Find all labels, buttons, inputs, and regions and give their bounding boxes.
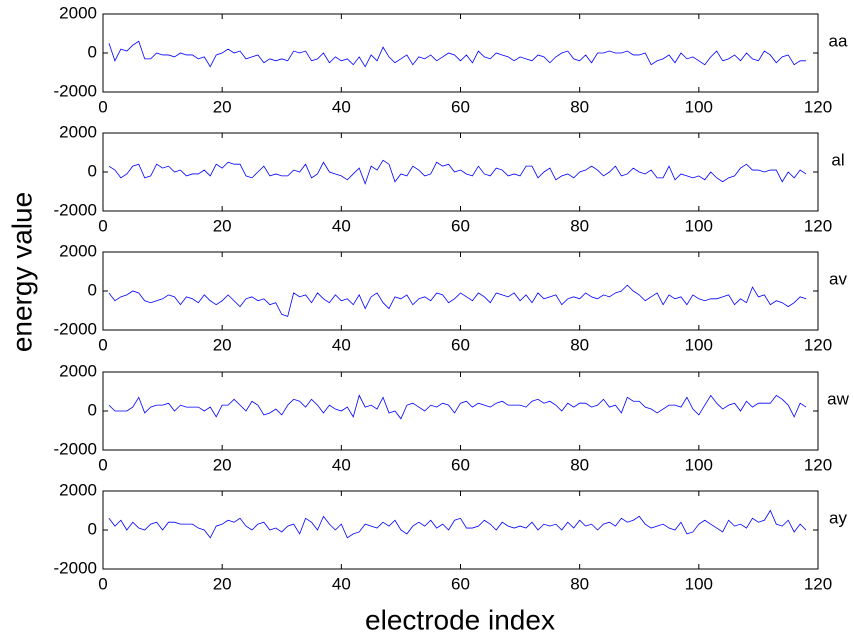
x-tick-label: 20 (213, 97, 232, 116)
data-line (108, 394, 807, 420)
y-tick-label: 2000 (59, 361, 97, 380)
x-tick-label: 80 (570, 97, 589, 116)
x-tick-label: 100 (685, 574, 713, 593)
y-tick-label: -2000 (54, 81, 97, 100)
x-tick-label: 40 (332, 574, 351, 593)
data-line (108, 159, 807, 185)
y-tick-label: 0 (88, 400, 97, 419)
x-tick-label: 120 (804, 455, 832, 474)
series-label: ay (829, 508, 847, 527)
x-tick-label: 100 (685, 335, 713, 354)
x-tick-label: 120 (804, 574, 832, 593)
x-tick-label: 80 (570, 335, 589, 354)
x-tick-label: 40 (332, 335, 351, 354)
y-tick-label: 0 (88, 42, 97, 61)
x-tick-label: 60 (451, 335, 470, 354)
data-line (108, 40, 807, 68)
x-tick-label: 40 (332, 455, 351, 474)
data-line (108, 509, 807, 539)
x-tick-label: 60 (451, 97, 470, 116)
y-tick-label: 0 (88, 161, 97, 180)
x-tick-label: 0 (98, 216, 107, 235)
series-label: av (829, 269, 847, 288)
x-tick-label: 60 (451, 216, 470, 235)
y-tick-label: 0 (88, 519, 97, 538)
data-line (108, 284, 807, 317)
y-tick-label: -2000 (54, 200, 97, 219)
x-tick-label: 20 (213, 455, 232, 474)
x-tick-label: 0 (98, 97, 107, 116)
x-tick-label: 40 (332, 216, 351, 235)
x-tick-label: 120 (804, 97, 832, 116)
y-tick-label: -2000 (54, 439, 97, 458)
x-tick-label: 80 (570, 455, 589, 474)
y-tick-label: -2000 (54, 319, 97, 338)
y-tick-label: 2000 (59, 122, 97, 141)
x-tick-label: 0 (98, 574, 107, 593)
series-label: aa (829, 31, 848, 50)
x-axis-label: electrode index (365, 604, 555, 635)
x-tick-label: 100 (685, 455, 713, 474)
x-tick-label: 20 (213, 335, 232, 354)
x-tick-label: 80 (570, 216, 589, 235)
x-tick-label: 20 (213, 216, 232, 235)
x-tick-label: 100 (685, 97, 713, 116)
x-tick-label: 40 (332, 97, 351, 116)
series-label: aw (827, 389, 849, 408)
x-tick-label: 20 (213, 574, 232, 593)
x-tick-label: 120 (804, 216, 832, 235)
y-axis-label: energy value (6, 192, 37, 352)
y-tick-label: 2000 (59, 3, 97, 22)
y-tick-label: 2000 (59, 480, 97, 499)
series-label: al (831, 150, 844, 169)
x-tick-label: 0 (98, 335, 107, 354)
x-tick-label: 60 (451, 455, 470, 474)
x-tick-label: 0 (98, 455, 107, 474)
y-tick-label: 0 (88, 280, 97, 299)
x-tick-label: 120 (804, 335, 832, 354)
y-tick-label: 2000 (59, 241, 97, 260)
x-tick-label: 80 (570, 574, 589, 593)
x-tick-label: 100 (685, 216, 713, 235)
x-tick-label: 60 (451, 574, 470, 593)
y-tick-label: -2000 (54, 558, 97, 577)
